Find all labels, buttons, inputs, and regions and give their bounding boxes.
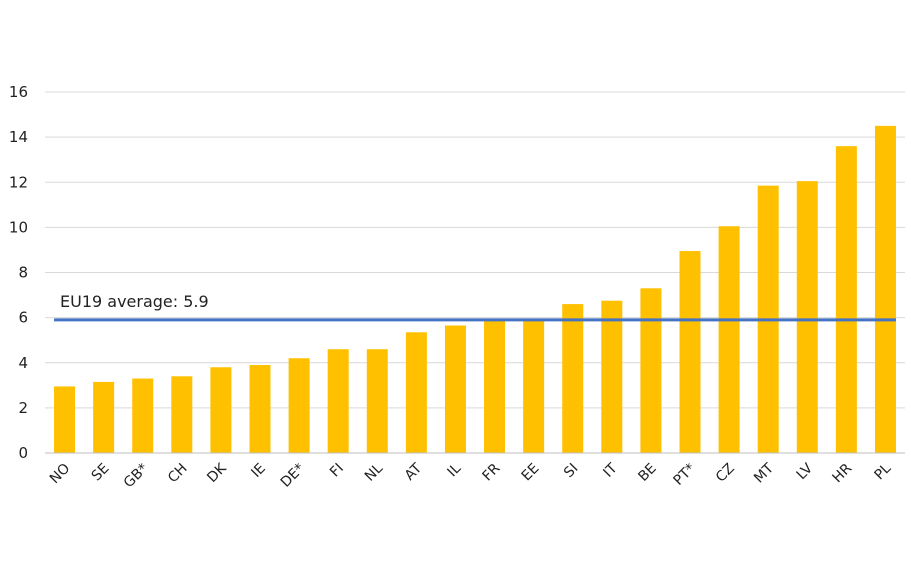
x-category-label: DK (204, 460, 230, 486)
y-tick-label: 16 (9, 83, 28, 101)
y-tick-label: 14 (9, 128, 28, 146)
gridlines (45, 91, 905, 409)
bar-hr (835, 146, 857, 453)
y-tick-label: 2 (18, 399, 28, 417)
bar-gb (132, 378, 154, 453)
x-category-label: CH (165, 461, 191, 487)
bar-ie (249, 365, 271, 453)
x-category-label: HR (830, 460, 856, 486)
x-category-label: FI (327, 461, 347, 481)
x-category-label: DE* (278, 461, 308, 491)
eu19-average-label: EU19 average: 5.9 (60, 292, 209, 311)
bars (54, 125, 896, 453)
bar-nl (366, 349, 388, 453)
bar-be (640, 288, 662, 453)
bar-cz (718, 226, 740, 453)
bar-il (444, 325, 466, 453)
x-category-label: IE (248, 461, 268, 481)
bar-it (601, 300, 623, 453)
y-tick-label: 0 (18, 444, 28, 462)
y-tick-label: 4 (18, 354, 28, 372)
x-category-label: PL (871, 460, 894, 483)
x-category-label: PT* (671, 461, 699, 489)
x-category-label: LV (794, 460, 817, 483)
bar-at (405, 332, 427, 453)
bar-fr (484, 321, 506, 453)
bar-si (562, 304, 584, 453)
x-category-label: SE (89, 461, 113, 485)
x-category-label: NO (47, 461, 74, 488)
bar-pt (679, 251, 701, 453)
x-category-label: BE (635, 461, 659, 485)
x-category-label: IL (445, 460, 465, 480)
x-axis-category-labels: NO SE GB* CH DK IE DE* FI NL AT IL FR EE SI IT BE PT* CZ M… (47, 460, 895, 491)
bar-se (93, 381, 115, 453)
x-category-label: SI (561, 461, 582, 482)
bar-ch (171, 376, 193, 453)
y-tick-label: 10 (9, 218, 28, 236)
x-category-label: IT (600, 460, 621, 481)
x-category-label: GB* (121, 461, 152, 492)
bar-pl (874, 125, 896, 453)
bar-dk (210, 367, 232, 453)
x-category-label: NL (362, 460, 386, 484)
bar-fi (327, 349, 349, 453)
bar-de (288, 358, 310, 453)
x-category-label: CZ (713, 461, 738, 486)
x-category-label: AT (402, 460, 426, 484)
x-category-label: MT (751, 460, 777, 486)
bar-ee (523, 321, 545, 453)
x-category-label: EE (519, 461, 543, 485)
x-category-label: FR (479, 460, 503, 484)
y-tick-label: 6 (18, 309, 28, 327)
bar-no (54, 386, 76, 453)
y-axis-tick-labels: 0 2 4 6 8 10 12 14 16 (9, 83, 28, 462)
bar-lv (796, 181, 818, 453)
y-tick-label: 12 (9, 173, 28, 191)
y-tick-label: 8 (18, 264, 28, 282)
